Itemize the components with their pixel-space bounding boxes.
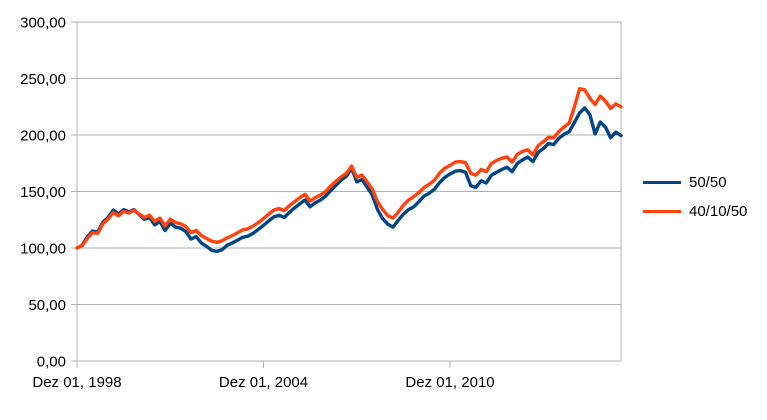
legend-line-swatch-40-10-50 xyxy=(643,210,681,213)
y-axis-tick-label: 200,00 xyxy=(20,128,66,145)
legend: 50/50 40/10/50 xyxy=(643,173,747,231)
y-axis-tick-label: 100,00 xyxy=(20,241,66,258)
legend-item: 50/50 xyxy=(643,173,747,192)
x-axis-tick-label: Dez 01, 2010 xyxy=(405,374,494,391)
x-axis-tick-label: Dez 01, 1998 xyxy=(32,374,121,391)
y-axis-tick-label: 50,00 xyxy=(28,297,66,314)
y-axis-tick-label: 250,00 xyxy=(20,71,66,88)
legend-label: 50/50 xyxy=(689,174,727,191)
y-axis-tick-label: 150,00 xyxy=(20,184,66,201)
legend-line-swatch-50-50 xyxy=(643,181,681,184)
legend-item: 40/10/50 xyxy=(643,202,747,221)
x-axis-tick-label: Dez 01, 2004 xyxy=(219,374,308,391)
legend-label: 40/10/50 xyxy=(689,203,748,220)
series-line-40-10-50 xyxy=(75,86,623,250)
series-line-50-50 xyxy=(75,106,623,254)
y-axis-tick-label: 300,00 xyxy=(20,15,66,32)
y-axis-tick-label: 0,00 xyxy=(37,354,66,371)
